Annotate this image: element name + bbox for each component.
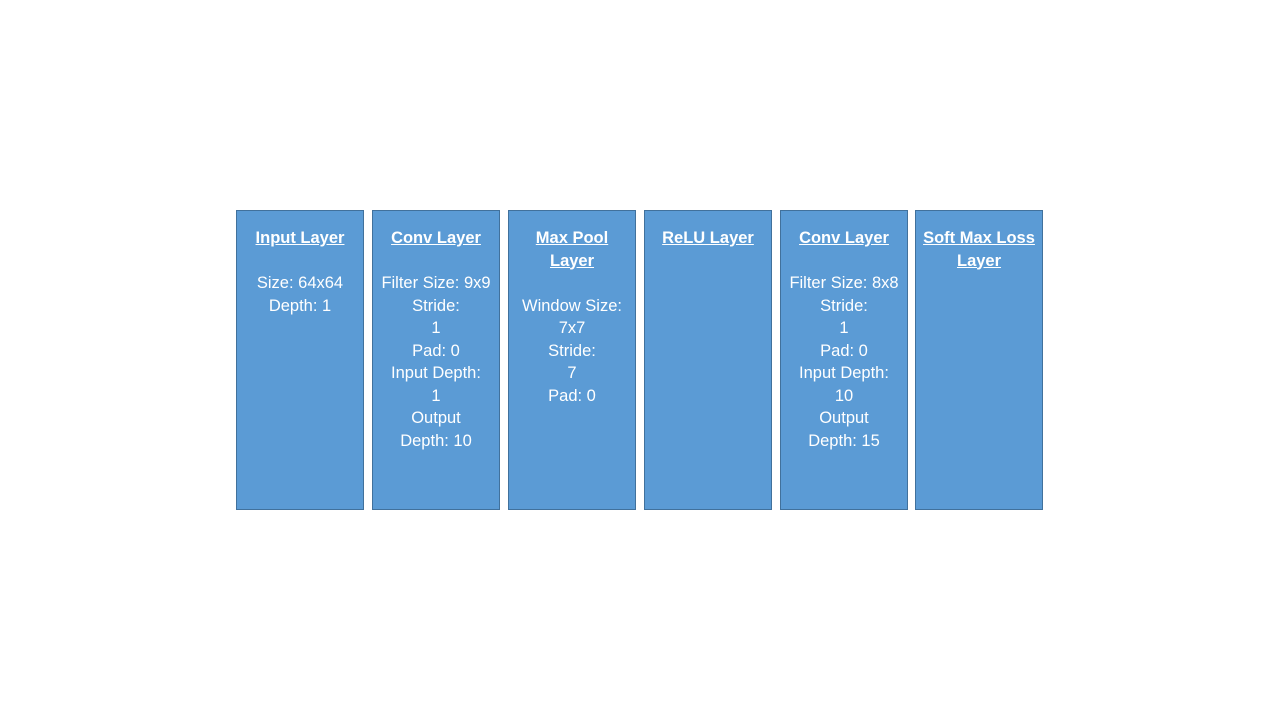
layer-title: Layer [549,251,595,270]
conv-layer-2-box: Conv Layer Filter Size: 8x8 Stride: 1 Pa… [780,210,908,510]
layer-title: Conv Layer [391,229,481,247]
relu-layer-box: ReLU Layer [644,210,772,510]
layer-param: Pad: 0 [412,341,460,360]
layer-param: Depth: 10 [400,431,472,450]
layer-param: 1 [431,386,441,405]
softmax-loss-layer-box: Soft Max Loss Layer [915,210,1043,510]
layer-title: Layer [956,251,1002,270]
layer-title: Input Layer [255,229,345,247]
layer-spacer [781,250,907,273]
layer-param: Filter Size: 9x9 [381,274,491,292]
layer-param: Stride: [820,296,868,315]
layer-param: Filter Size: 8x8 [789,274,899,292]
layer-param: Output [819,409,869,427]
layer-param: 10 [834,386,854,405]
layer-spacer [509,272,635,295]
layer-spacer [373,250,499,273]
layer-title: Soft Max Loss [923,229,1035,247]
input-layer-box: Input Layer Size: 64x64 Depth: 1 [236,210,364,510]
layer-param: Pad: 0 [820,341,868,360]
layer-param: Output [411,409,461,427]
layer-title: Max Pool [535,229,609,247]
layer-param: Window Size: [522,296,622,315]
layer-param: Size: 64x64 [256,274,344,292]
layer-param: Input Depth: [799,364,889,382]
layer-title: ReLU Layer [662,229,754,247]
layer-param: Depth: 15 [808,431,880,450]
layer-param: 1 [431,319,441,337]
layer-param: Depth: 1 [268,296,332,315]
layer-param: Stride: [548,341,596,360]
layer-param: Pad: 0 [548,386,596,405]
layer-param: 7x7 [558,319,586,337]
layer-title: Conv Layer [799,229,889,247]
layer-param: 1 [839,319,849,337]
layer-param: Input Depth: [391,364,481,382]
conv-layer-1-box: Conv Layer Filter Size: 9x9 Stride: 1 Pa… [372,210,500,510]
layer-param: 7 [567,364,577,382]
max-pool-layer-box: Max Pool Layer Window Size: 7x7 Stride: … [508,210,636,510]
layer-param: Stride: [412,296,460,315]
layer-spacer [237,250,363,273]
